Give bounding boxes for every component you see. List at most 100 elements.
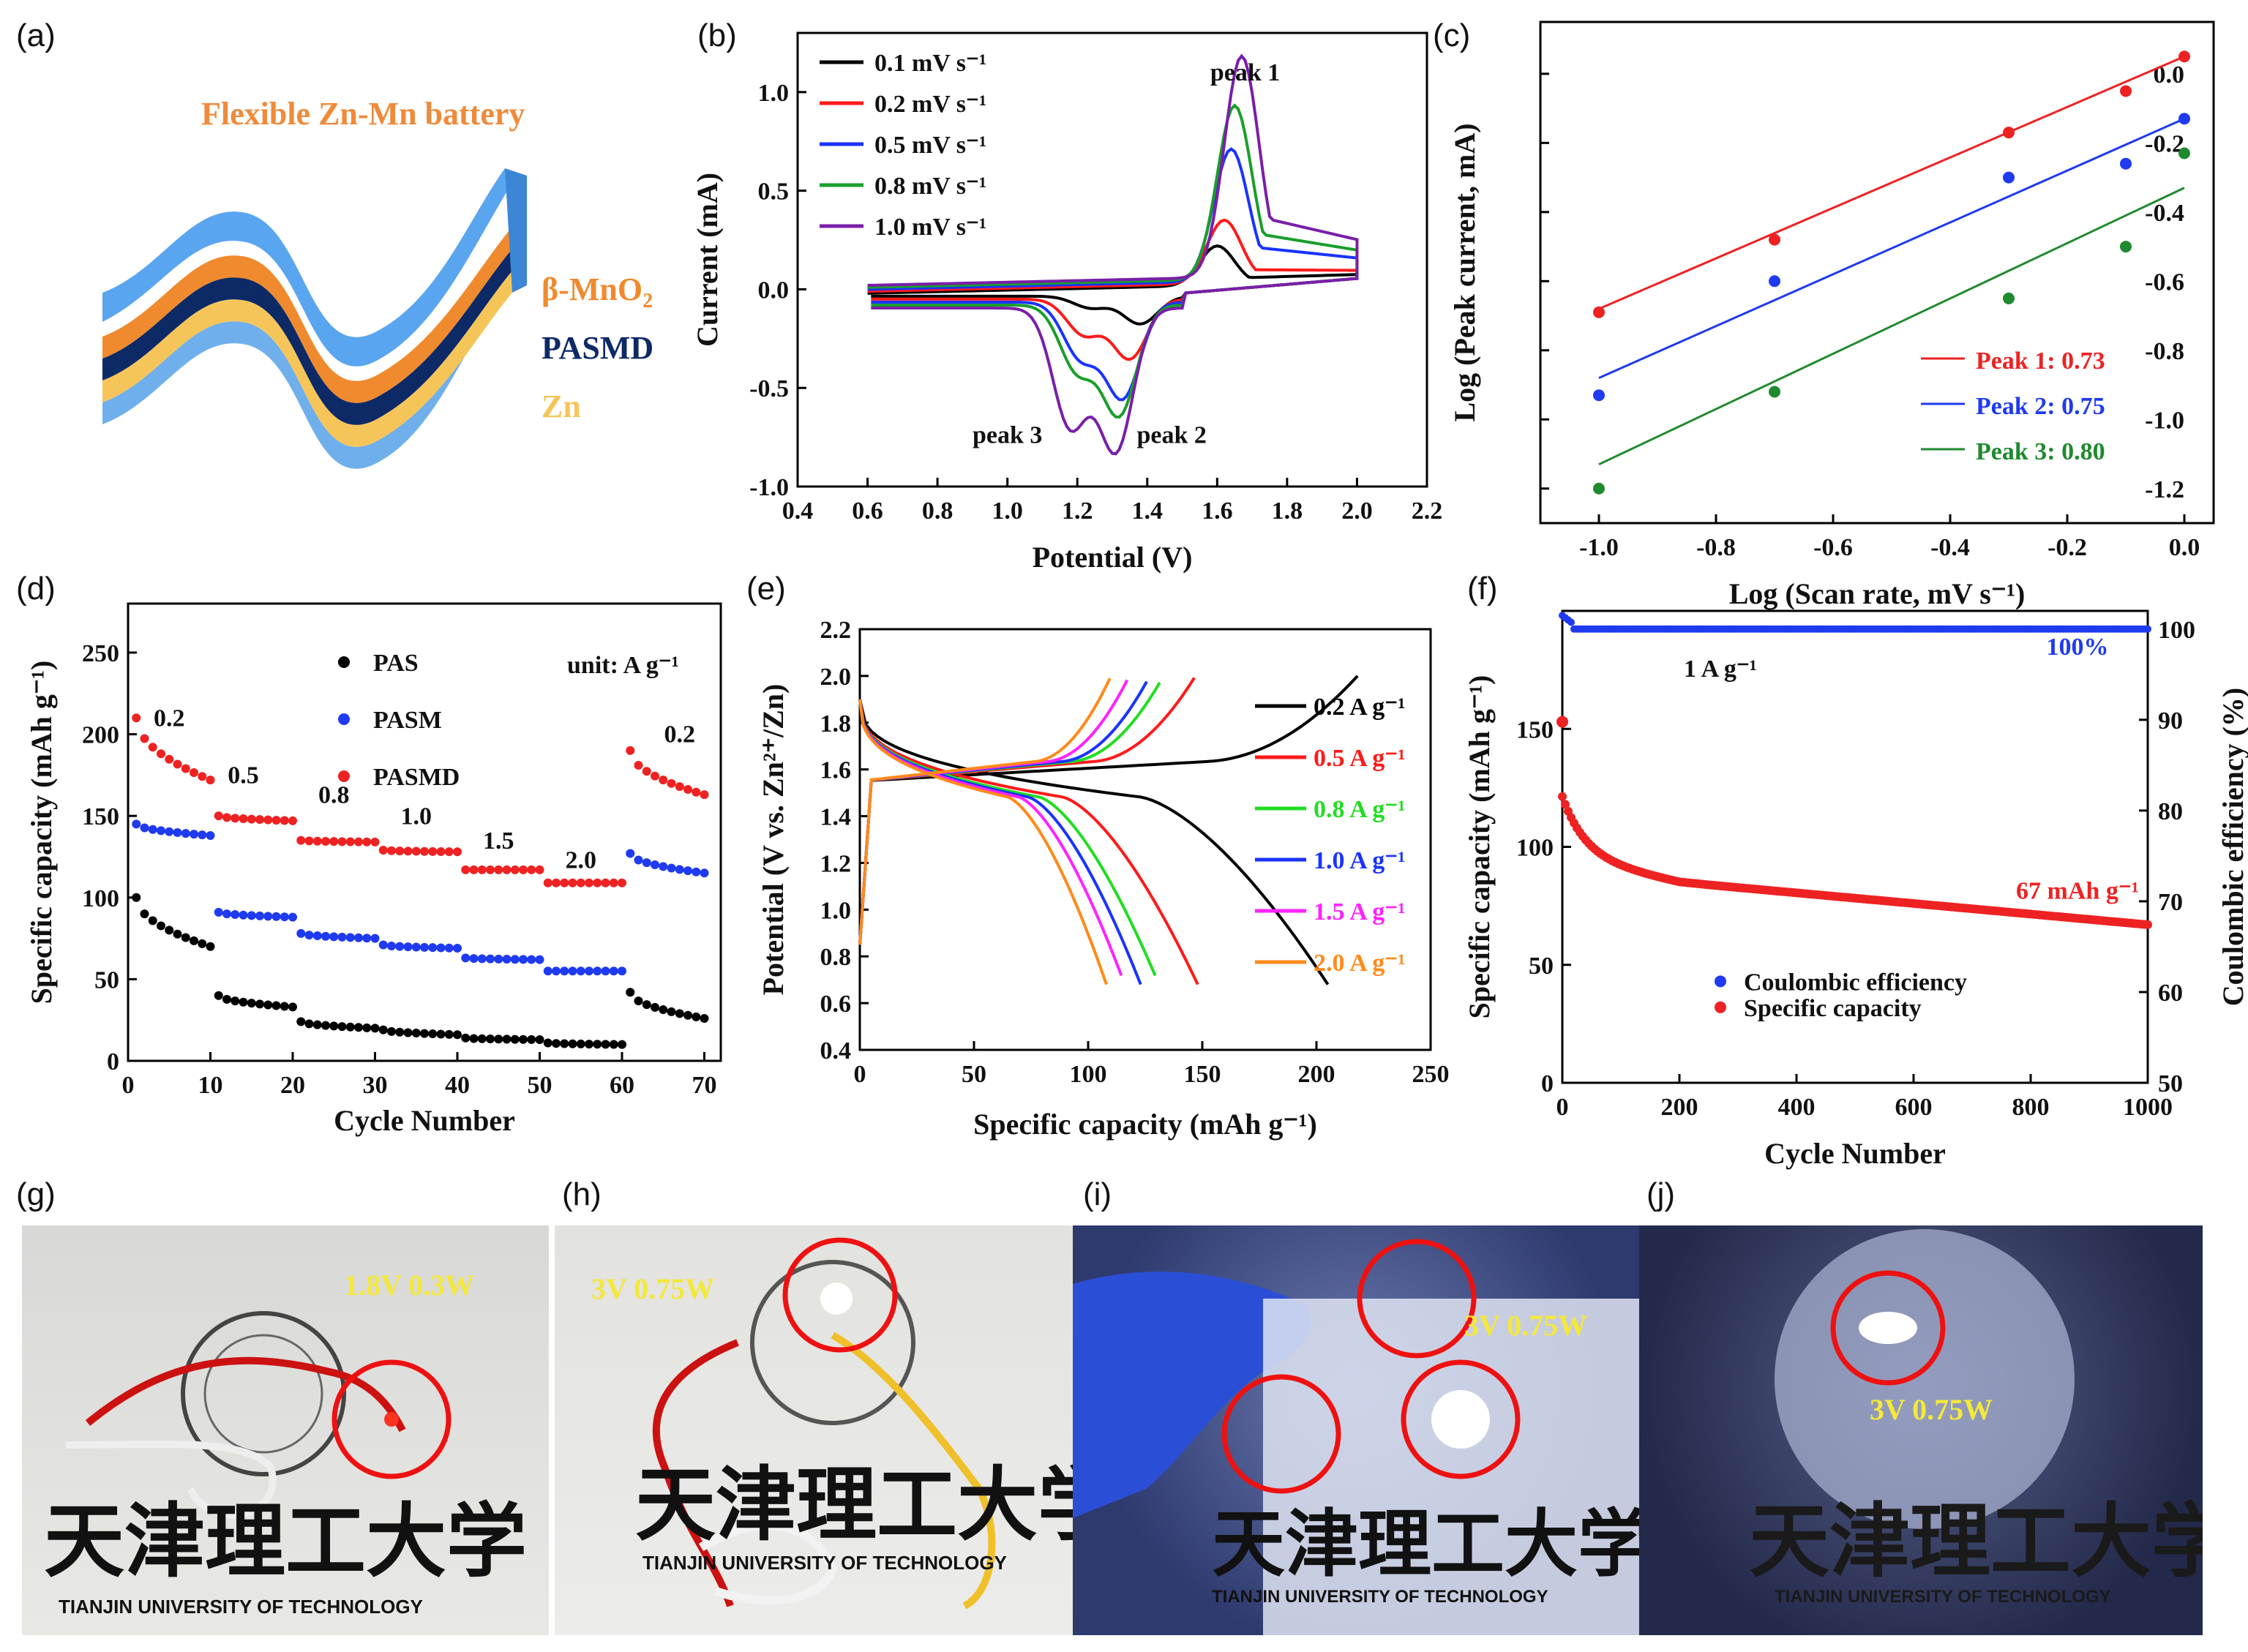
- panel-label-g: (g): [16, 1176, 56, 1212]
- chart-c-ytick-label: -1.2: [2145, 476, 2184, 503]
- chart-c-fit-line: [1598, 117, 2185, 379]
- highlight-circle-left: [1221, 1374, 1341, 1494]
- panel-label-a: (a): [16, 18, 56, 53]
- chart-c-point: [2178, 113, 2190, 125]
- chart-f-ytick2-label: 60: [2158, 980, 2183, 1007]
- chart-d-point: [239, 997, 248, 1007]
- chart-c-legend-label: Peak 2: 0.75: [1976, 393, 2105, 420]
- chart-d-point: [370, 1024, 380, 1033]
- chart-d-point: [510, 1035, 520, 1044]
- chart-b-legend-label: 0.2 mV s⁻¹: [874, 91, 986, 118]
- chart-d-point: [247, 814, 256, 824]
- chart-d-point: [337, 932, 347, 942]
- chart-d-point: [173, 827, 182, 837]
- logo-en: TIANJIN UNIVERSITY OF TECHNOLOGY: [59, 1596, 423, 1618]
- layer-pasmd-label: PASMD: [542, 330, 653, 366]
- red-wire: [652, 1339, 739, 1607]
- led-light: [1431, 1390, 1490, 1449]
- chart-d-xtick-label: 0: [122, 1072, 135, 1099]
- chart-d-point: [255, 815, 264, 825]
- chart-f-legend-marker: [1715, 1001, 1726, 1013]
- chart-d-point: [675, 782, 684, 792]
- chart-d-point: [519, 865, 528, 874]
- chart-b-xtick-label: 0.8: [922, 498, 953, 525]
- chart-d-point: [560, 1039, 569, 1048]
- chart-b-xtick-label: 1.2: [1062, 498, 1093, 525]
- chart-c-point: [2120, 157, 2132, 170]
- petri-dish: [1775, 1229, 2075, 1529]
- chart-d-point: [296, 836, 306, 845]
- chart-d-point: [312, 931, 322, 941]
- chart-c-point: [2178, 147, 2190, 159]
- chart-d-ytick-label: 200: [82, 722, 119, 749]
- chart-d-point: [354, 837, 363, 846]
- chart-e-charge-line: [858, 677, 1112, 945]
- chart-b-annotation-peak1: peak 1: [1210, 59, 1280, 86]
- chart-d-ytick-label: 150: [82, 803, 119, 830]
- chart-f-xtick-label: 600: [1895, 1094, 1933, 1121]
- chart-d-point: [198, 939, 207, 948]
- logo-cn: 天津理工大学: [635, 1460, 1073, 1550]
- chart-d-point: [659, 776, 668, 785]
- chart-b-series-line: [867, 218, 1359, 361]
- chart-d-point: [601, 966, 610, 976]
- chart-e-xtick-label: 100: [1070, 1061, 1107, 1088]
- chart-e-ytick-label: 2.0: [820, 664, 852, 691]
- chart-d-point: [552, 966, 561, 976]
- chart-d-point: [263, 912, 273, 921]
- chart-d-point: [667, 1007, 676, 1016]
- chart-d-point: [659, 1005, 668, 1015]
- chart-d-point: [552, 1039, 561, 1048]
- chart-b-ytick-label: -1.0: [749, 474, 789, 501]
- chart-d-point: [461, 865, 471, 874]
- chart-e-charge-line: [858, 677, 1196, 945]
- chart-e-legend-label: 0.2 A g⁻¹: [1314, 694, 1405, 721]
- chart-d-point: [444, 847, 454, 857]
- chart-b-ytick-label: -0.5: [749, 375, 789, 402]
- chart-d-legend-label: PASMD: [373, 764, 460, 791]
- chart-c-xtick-label: 0.0: [2169, 534, 2200, 561]
- chart-b-xtick-label: 1.4: [1132, 498, 1164, 525]
- chart-f-xtick-label: 400: [1778, 1094, 1816, 1121]
- photo-j-label: 3V 0.75W: [1870, 1393, 1993, 1426]
- chart-d-xlabel: Cycle Number: [334, 1104, 515, 1137]
- chart-d-point: [206, 942, 215, 951]
- chart-c-xtick-label: -0.2: [2047, 534, 2087, 561]
- white-wire: [65, 1440, 277, 1519]
- chart-d-point: [403, 1028, 413, 1037]
- chart-d-point: [436, 943, 446, 953]
- chart-b-xtick-label: 1.6: [1202, 498, 1233, 525]
- chart-d-point: [181, 829, 190, 838]
- chart-d-point: [477, 954, 487, 964]
- chart-d-point: [255, 999, 264, 1009]
- chart-e-ytick-label: 1.2: [820, 850, 852, 877]
- chart-d-point: [667, 863, 676, 873]
- chart-b-xtick-label: 1.8: [1272, 498, 1303, 525]
- chart-d-point: [469, 1034, 479, 1043]
- chart-d-point: [157, 921, 165, 931]
- chart-f-ytick2-label: 80: [2158, 798, 2183, 825]
- chart-d-point: [173, 929, 182, 939]
- chart-f-legend-marker: [1715, 975, 1726, 988]
- chart-d-point: [444, 1029, 454, 1039]
- chart-d-point: [173, 759, 182, 769]
- chart-d-point: [585, 878, 593, 887]
- chart-d-point: [263, 1000, 273, 1010]
- chart-d-point: [190, 936, 198, 945]
- chart-d-unit: unit: A g⁻¹: [567, 652, 679, 679]
- chart-d-point: [692, 1012, 701, 1021]
- yellow-wire: [831, 1332, 996, 1610]
- chart-d-point: [321, 1021, 330, 1030]
- chart-c-ytick-label: -0.8: [2145, 338, 2184, 365]
- chart-d-point: [618, 966, 626, 976]
- chart-d-xtick-label: 20: [280, 1072, 305, 1099]
- chart-d-rate-label: 0.8: [318, 781, 350, 808]
- chart-d-point: [642, 1000, 651, 1010]
- chart-d-point: [428, 846, 438, 856]
- chart-d-point: [618, 1040, 626, 1049]
- chart-e-ytick-label: 0.4: [820, 1037, 852, 1065]
- chart-d-rate-label: 0.2: [154, 705, 185, 732]
- chart-f-capacity-point: [2143, 920, 2152, 929]
- chart-b-legend-label: 0.5 mV s⁻¹: [874, 132, 986, 159]
- chart-d-point: [198, 772, 207, 781]
